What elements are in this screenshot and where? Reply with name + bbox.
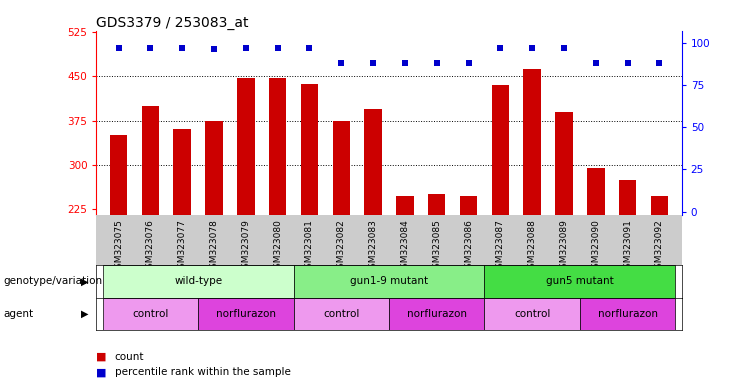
Point xyxy=(590,60,602,66)
Point xyxy=(368,60,379,66)
Bar xyxy=(333,121,350,215)
Text: GSM323084: GSM323084 xyxy=(400,219,410,274)
Bar xyxy=(651,195,668,215)
Bar xyxy=(198,298,293,330)
Bar xyxy=(205,121,223,215)
Point xyxy=(494,45,506,51)
Text: GSM323089: GSM323089 xyxy=(559,219,568,274)
Bar xyxy=(269,78,287,215)
Point xyxy=(144,45,156,51)
Bar xyxy=(103,298,198,330)
Point xyxy=(399,60,411,66)
Bar xyxy=(142,106,159,215)
Point xyxy=(176,45,188,51)
Point xyxy=(622,60,634,66)
Bar xyxy=(523,69,541,215)
Bar xyxy=(587,168,605,215)
Text: GSM323086: GSM323086 xyxy=(464,219,473,274)
Text: GSM323092: GSM323092 xyxy=(655,219,664,274)
Point xyxy=(462,60,474,66)
Text: count: count xyxy=(115,352,144,362)
Bar xyxy=(103,265,293,298)
Text: agent: agent xyxy=(4,309,34,319)
Point xyxy=(113,45,124,51)
Text: GSM323090: GSM323090 xyxy=(591,219,600,274)
Text: norflurazon: norflurazon xyxy=(598,309,657,319)
Text: GSM323080: GSM323080 xyxy=(273,219,282,274)
Bar xyxy=(173,129,191,215)
Bar xyxy=(237,78,255,215)
Bar xyxy=(460,195,477,215)
Bar xyxy=(293,265,485,298)
Bar xyxy=(555,112,573,215)
Text: control: control xyxy=(132,309,169,319)
Text: GSM323075: GSM323075 xyxy=(114,219,123,274)
Text: gun5 mutant: gun5 mutant xyxy=(546,276,614,286)
Bar xyxy=(485,265,675,298)
Text: control: control xyxy=(514,309,551,319)
Text: norflurazon: norflurazon xyxy=(216,309,276,319)
Text: GDS3379 / 253083_at: GDS3379 / 253083_at xyxy=(96,16,249,30)
Bar xyxy=(396,195,413,215)
Text: control: control xyxy=(323,309,359,319)
Text: GSM323081: GSM323081 xyxy=(305,219,314,274)
Bar xyxy=(428,194,445,215)
Text: wild-type: wild-type xyxy=(174,276,222,286)
Text: percentile rank within the sample: percentile rank within the sample xyxy=(115,367,290,377)
Text: GSM323077: GSM323077 xyxy=(178,219,187,274)
Text: ▶: ▶ xyxy=(82,276,89,286)
Bar xyxy=(365,109,382,215)
Bar xyxy=(580,298,675,330)
Text: GSM323082: GSM323082 xyxy=(337,219,346,274)
Text: genotype/variation: genotype/variation xyxy=(4,276,103,286)
Text: GSM323079: GSM323079 xyxy=(242,219,250,274)
Text: GSM323091: GSM323091 xyxy=(623,219,632,274)
Text: GSM323078: GSM323078 xyxy=(210,219,219,274)
Bar xyxy=(491,85,509,215)
Text: gun1-9 mutant: gun1-9 mutant xyxy=(350,276,428,286)
Point xyxy=(336,60,348,66)
Point xyxy=(240,45,252,51)
Bar xyxy=(110,135,127,215)
Point xyxy=(208,46,220,52)
Point xyxy=(431,60,442,66)
Point xyxy=(558,45,570,51)
Text: ▶: ▶ xyxy=(82,309,89,319)
Text: ■: ■ xyxy=(96,352,107,362)
Text: GSM323088: GSM323088 xyxy=(528,219,536,274)
Point xyxy=(654,60,665,66)
Text: GSM323083: GSM323083 xyxy=(368,219,378,274)
Point xyxy=(272,45,284,51)
Text: norflurazon: norflurazon xyxy=(407,309,467,319)
Point xyxy=(304,45,316,51)
Text: GSM323085: GSM323085 xyxy=(432,219,441,274)
Point xyxy=(526,45,538,51)
Bar xyxy=(619,180,637,215)
Bar xyxy=(301,84,318,215)
Bar xyxy=(389,298,485,330)
Text: ■: ■ xyxy=(96,367,107,377)
Text: GSM323087: GSM323087 xyxy=(496,219,505,274)
Text: GSM323076: GSM323076 xyxy=(146,219,155,274)
Bar xyxy=(293,298,389,330)
Bar xyxy=(485,298,580,330)
